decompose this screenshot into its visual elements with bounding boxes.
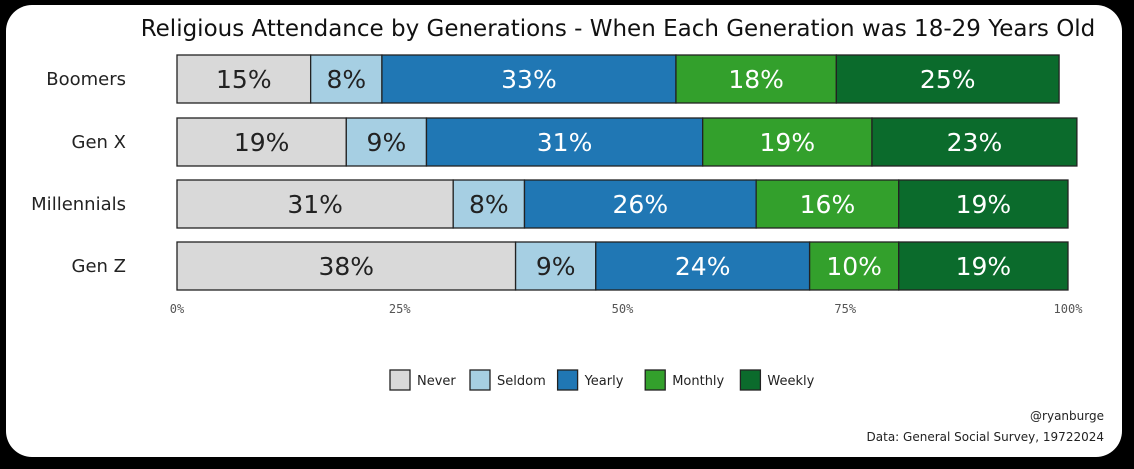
data-label-boomers-yearly: 33% <box>501 65 557 94</box>
bar-boomers-yearly <box>381 54 677 104</box>
legend-swatch-weekly <box>739 369 762 391</box>
x-tick-label: 100% <box>1054 302 1084 316</box>
plot-area: Boomers 15% 8% 33% 18% 25% Gen X 19% 9% 31% 19% 23%… <box>31 54 1078 291</box>
credit-source: Data: General Social Survey, 19722024 <box>867 430 1104 444</box>
data-label-millennials-weekly: 19% <box>956 190 1012 219</box>
legend-label-monthly: Monthly <box>672 374 724 389</box>
data-label-gen-x-monthly: 19% <box>760 128 816 157</box>
category-label-gen-x: Gen X <box>72 132 126 153</box>
bar-boomers-weekly <box>835 54 1060 104</box>
data-label-gen-z-monthly: 10% <box>826 252 882 281</box>
x-tick-label: 25% <box>389 302 411 316</box>
legend: Never Seldom Yearly Monthly Weekly <box>389 369 815 391</box>
data-label-gen-x-never: 19% <box>234 128 290 157</box>
data-label-gen-x-yearly: 31% <box>537 128 593 157</box>
bar-gen-x-weekly <box>871 117 1078 167</box>
x-axis: 0% 25% 50% 75% 100% <box>170 302 1083 316</box>
x-tick-label: 50% <box>612 302 634 316</box>
bar-millennials-seldom <box>452 179 526 229</box>
credit-handle: @ryanburge <box>1030 409 1104 423</box>
data-label-boomers-monthly: 18% <box>728 65 784 94</box>
legend-label-weekly: Weekly <box>767 374 814 389</box>
legend-label-never: Never <box>417 374 456 389</box>
legend-label-yearly: Yearly <box>584 374 624 389</box>
x-tick-label: 0% <box>170 302 185 316</box>
data-label-gen-x-seldom: 9% <box>367 128 407 157</box>
data-label-boomers-never: 15% <box>216 65 272 94</box>
category-label-millennials: Millennials <box>31 194 126 215</box>
bar-gen-z-weekly <box>898 241 1069 291</box>
bar-gen-z-yearly <box>595 241 811 291</box>
chart-card: Religious Attendance by Generations - Wh… <box>6 5 1122 457</box>
bar-millennials-yearly <box>523 179 757 229</box>
legend-swatch-yearly <box>556 369 579 391</box>
bar-gen-x-never <box>176 117 347 167</box>
category-label-gen-z: Gen Z <box>72 256 126 277</box>
bar-gen-x-monthly <box>702 117 873 167</box>
data-label-millennials-seldom: 8% <box>469 190 509 219</box>
bar-millennials-monthly <box>755 179 900 229</box>
bar-boomers-never <box>176 54 312 104</box>
category-label-boomers: Boomers <box>46 69 126 90</box>
bar-gen-z-seldom <box>514 241 597 291</box>
bar-boomers-seldom <box>309 54 383 104</box>
data-label-gen-x-weekly: 23% <box>947 128 1003 157</box>
bar-gen-z-monthly <box>808 241 900 291</box>
bar-gen-x-yearly <box>425 117 704 167</box>
data-label-gen-z-never: 38% <box>319 252 375 281</box>
data-label-gen-z-yearly: 24% <box>675 252 731 281</box>
bar-gen-x-seldom <box>345 117 428 167</box>
x-tick-label: 75% <box>834 302 856 316</box>
legend-swatch-seldom <box>469 369 491 391</box>
legend-swatch-never <box>389 369 411 391</box>
bar-gen-z-never <box>176 241 517 291</box>
bar-millennials-weekly <box>898 179 1069 229</box>
data-label-millennials-never: 31% <box>287 190 343 219</box>
data-label-boomers-seldom: 8% <box>326 65 366 94</box>
data-label-gen-z-weekly: 19% <box>956 252 1012 281</box>
data-label-millennials-yearly: 26% <box>613 190 669 219</box>
data-label-millennials-monthly: 16% <box>800 190 856 219</box>
data-label-gen-z-seldom: 9% <box>536 252 576 281</box>
legend-swatch-monthly <box>644 369 666 391</box>
data-label-boomers-weekly: 25% <box>920 65 976 94</box>
legend-label-seldom: Seldom <box>497 374 546 389</box>
chart-title: Religious Attendance by Generations - Wh… <box>141 16 1096 42</box>
chart: Religious Attendance by Generations - Wh… <box>31 16 1104 444</box>
